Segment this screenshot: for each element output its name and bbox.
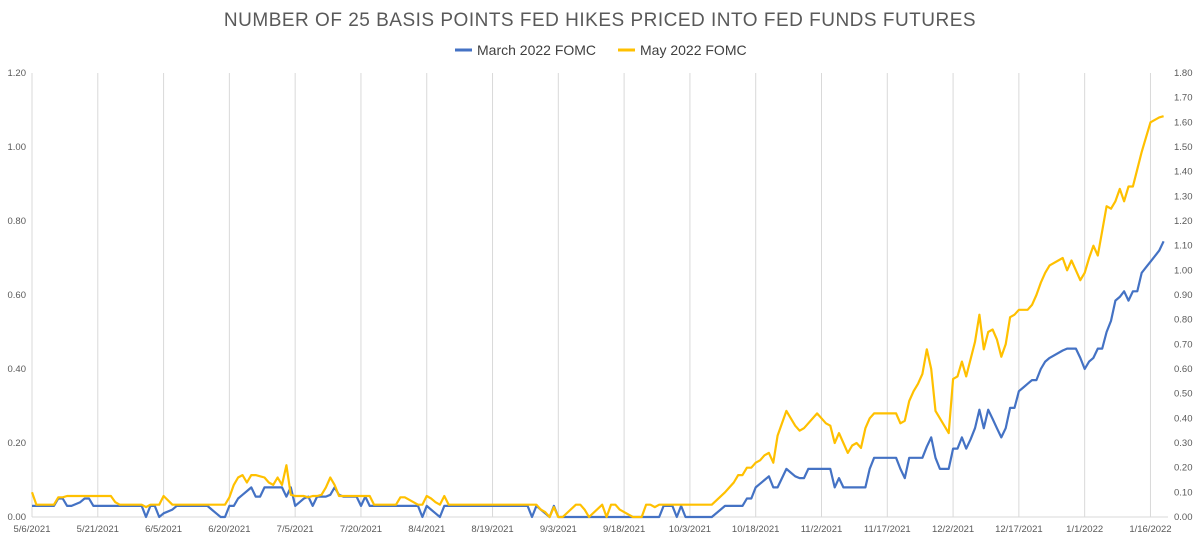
y-right-tick-label: 1.80 [1174, 68, 1193, 79]
y-right-tick-label: 1.20 [1174, 216, 1193, 227]
y-right-tick-label: 0.40 [1174, 413, 1193, 424]
y-right-tick-label: 1.00 [1174, 265, 1193, 276]
y-right-tick-label: 0.80 [1174, 315, 1193, 326]
y-right-tick-label: 1.60 [1174, 117, 1193, 128]
y-right-tick-label: 1.50 [1174, 142, 1193, 153]
y-right-tick-label: 1.10 [1174, 241, 1193, 252]
x-tick-label: 5/21/2021 [77, 524, 119, 535]
y-right-tick-label: 0.50 [1174, 389, 1193, 400]
series-line-may-2022-fomc [30, 115, 1164, 519]
y-left-tick-label: 1.20 [8, 68, 27, 79]
y-right-tick-label: 0.10 [1174, 487, 1193, 498]
chart-title: NUMBER OF 25 BASIS POINTS FED HIKES PRIC… [224, 10, 976, 31]
x-axis: 5/6/2021 5/21/2021 6/5/2021 6/20/2021 7/5/20… [14, 524, 1172, 535]
x-tick-label: 9/18/2021 [603, 524, 645, 535]
y-right-tick-label: 0.20 [1174, 463, 1193, 474]
x-tick-label: 8/4/2021 [408, 524, 445, 535]
legend: March 2022 FOMC May 2022 FOMC [455, 42, 747, 58]
gridlines [31, 73, 1168, 518]
y-right-tick-label: 0.30 [1174, 438, 1193, 449]
x-tick-label: 12/2/2021 [932, 524, 974, 535]
y-right-tick-label: 0.70 [1174, 339, 1193, 350]
y-left-tick-label: 0.40 [8, 364, 27, 375]
x-tick-label: 7/20/2021 [340, 524, 382, 535]
y-right-tick-label: 1.30 [1174, 191, 1193, 202]
x-tick-label: 5/6/2021 [14, 524, 51, 535]
x-tick-label: 8/19/2021 [471, 524, 513, 535]
y-left-tick-label: 0.20 [8, 438, 27, 449]
x-tick-label: 6/5/2021 [145, 524, 182, 535]
y-left-tick-label: 0.60 [8, 290, 27, 301]
y-axis-left: 0.00 0.20 0.40 0.60 0.80 1.00 1.20 [8, 68, 27, 523]
x-tick-label: 6/20/2021 [208, 524, 250, 535]
x-tick-label: 9/3/2021 [540, 524, 577, 535]
y-left-tick-label: 0.80 [8, 216, 27, 227]
x-tick-label: 7/5/2021 [277, 524, 314, 535]
y-left-tick-label: 0.00 [8, 512, 27, 523]
x-tick-label: 10/18/2021 [732, 524, 780, 535]
legend-label-march: March 2022 FOMC [477, 42, 596, 58]
x-tick-label: 11/2/2021 [801, 524, 843, 535]
y-right-tick-label: 0.00 [1174, 512, 1193, 523]
y-right-tick-label: 0.90 [1174, 290, 1193, 301]
legend-label-may: May 2022 FOMC [640, 42, 747, 58]
x-tick-label: 11/17/2021 [864, 524, 911, 535]
series-line-march-2022-fomc [32, 240, 1165, 519]
series-lines [30, 115, 1165, 519]
y-right-tick-label: 1.70 [1174, 93, 1193, 104]
x-tick-label: 10/3/2021 [669, 524, 711, 535]
x-tick-label: 1/16/2022 [1129, 524, 1171, 535]
x-tick-label: 12/17/2021 [995, 524, 1043, 535]
y-right-tick-label: 1.40 [1174, 167, 1193, 178]
y-right-tick-label: 0.60 [1174, 364, 1193, 375]
y-left-tick-label: 1.00 [8, 142, 27, 153]
y-axis-right: 0.00 0.10 0.20 0.30 0.40 0.50 0.60 0.70 0.80 0.90… [1174, 68, 1193, 523]
x-tick-label: 1/1/2022 [1066, 524, 1103, 535]
